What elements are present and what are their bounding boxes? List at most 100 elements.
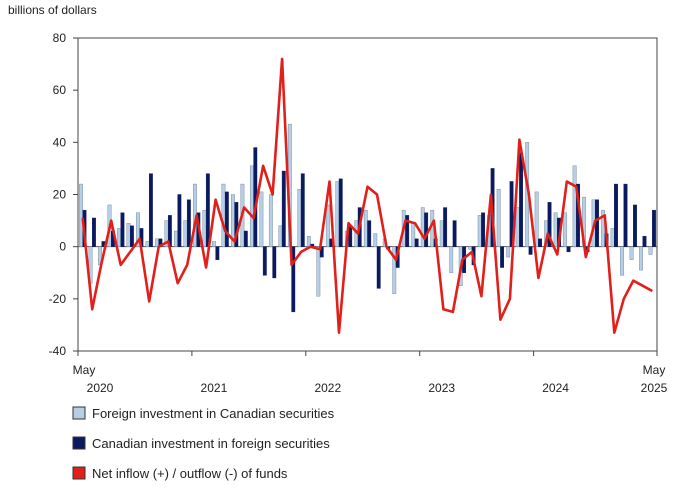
- bar-foreign-investment-in-canadian-securities: [620, 246, 624, 276]
- x-tick-label: May: [643, 363, 666, 377]
- bar-canadian-investment-in-foreign-securities: [614, 183, 618, 247]
- bar-foreign-investment-in-canadian-securities: [468, 246, 473, 250]
- x-tick-year-label: 2022: [314, 381, 341, 395]
- bar-foreign-investment-in-canadian-securities: [563, 212, 568, 247]
- legend-swatch: [72, 436, 86, 450]
- y-tick-label: 80: [53, 31, 67, 45]
- bar-foreign-investment-in-canadian-securities: [506, 246, 511, 258]
- bar-foreign-investment-in-canadian-securities: [155, 238, 159, 247]
- bar-canadian-investment-in-foreign-securities: [300, 173, 305, 247]
- bar-foreign-investment-in-canadian-securities: [648, 246, 653, 255]
- legend-label: Canadian investment in foreign securitie…: [92, 436, 330, 451]
- bar-foreign-investment-in-canadian-securities: [268, 194, 273, 247]
- bar-foreign-investment-in-canadian-securities: [212, 241, 216, 247]
- bar-foreign-investment-in-canadian-securities: [174, 230, 178, 247]
- bar-canadian-investment-in-foreign-securities: [452, 220, 457, 247]
- bar-canadian-investment-in-foreign-securities: [443, 207, 448, 247]
- y-tick-label: -20: [49, 292, 67, 306]
- bar-canadian-investment-in-foreign-securities: [338, 178, 343, 247]
- bar-canadian-investment-in-foreign-securities: [148, 173, 153, 247]
- bar-canadian-investment-in-foreign-securities: [177, 194, 182, 247]
- bar-foreign-investment-in-canadian-securities: [278, 225, 283, 247]
- bar-foreign-investment-in-canadian-securities: [420, 207, 425, 247]
- bar-canadian-investment-in-foreign-securities: [528, 246, 533, 255]
- y-tick-label: 0: [59, 240, 66, 254]
- bar-foreign-investment-in-canadian-securities: [373, 233, 378, 247]
- bar-foreign-investment-in-canadian-securities: [306, 236, 311, 247]
- y-tick-label: 60: [53, 83, 67, 97]
- bar-foreign-investment-in-canadian-securities: [126, 222, 131, 247]
- bar-foreign-investment-in-canadian-securities: [411, 222, 416, 247]
- bar-foreign-investment-in-canadian-securities: [259, 191, 264, 247]
- bar-canadian-investment-in-foreign-securities: [92, 217, 96, 247]
- bar-canadian-investment-in-foreign-securities: [215, 246, 220, 260]
- bar-foreign-investment-in-canadian-securities: [392, 246, 397, 294]
- bar-canadian-investment-in-foreign-securities: [367, 220, 372, 247]
- bar-foreign-investment-in-canadian-securities: [553, 212, 558, 247]
- bar-canadian-investment-in-foreign-securities: [642, 236, 647, 247]
- bar-canadian-investment-in-foreign-securities: [405, 215, 410, 247]
- bar-canadian-investment-in-foreign-securities: [414, 238, 419, 247]
- bar-foreign-investment-in-canadian-securities: [629, 246, 634, 260]
- bar-foreign-investment-in-canadian-securities: [639, 246, 643, 271]
- y-tick-label: -40: [49, 344, 67, 358]
- bar-foreign-investment-in-canadian-securities: [496, 189, 501, 247]
- x-tick-label: May: [73, 363, 96, 377]
- legend-label: Foreign investment in Canadian securitie…: [92, 406, 335, 421]
- x-tick-year-label: 2025: [641, 381, 668, 395]
- bar-foreign-investment-in-canadian-securities: [145, 241, 150, 247]
- bar-canadian-investment-in-foreign-securities: [424, 212, 429, 247]
- bar-foreign-investment-in-canadian-securities: [316, 246, 321, 297]
- bar-canadian-investment-in-foreign-securities: [538, 238, 542, 247]
- bar-foreign-investment-in-canadian-securities: [325, 204, 330, 247]
- bar-canadian-investment-in-foreign-securities: [623, 183, 628, 247]
- bar-foreign-investment-in-canadian-securities: [534, 191, 539, 247]
- bar-foreign-investment-in-canadian-securities: [335, 181, 340, 247]
- y-tick-label: 20: [53, 188, 67, 202]
- bar-foreign-investment-in-canadian-securities: [117, 228, 121, 247]
- line-net-inflow-outflow: [81, 57, 653, 335]
- bar-canadian-investment-in-foreign-securities: [509, 181, 514, 247]
- bar-canadian-investment-in-foreign-securities: [547, 202, 552, 247]
- legend-swatch: [72, 466, 86, 480]
- bar-foreign-investment-in-canadian-securities: [79, 183, 83, 247]
- bar-canadian-investment-in-foreign-securities: [243, 230, 248, 247]
- bar-foreign-investment-in-canadian-securities: [249, 165, 254, 247]
- x-tick-year-label: 2023: [428, 381, 455, 395]
- bar-canadian-investment-in-foreign-securities: [262, 246, 267, 276]
- bar-foreign-investment-in-canadian-securities: [363, 209, 368, 247]
- bar-canadian-investment-in-foreign-securities: [376, 246, 381, 289]
- bar-foreign-investment-in-canadian-securities: [202, 209, 207, 247]
- bar-canadian-investment-in-foreign-securities: [281, 170, 286, 247]
- bar-canadian-investment-in-foreign-securities: [500, 246, 505, 268]
- bar-canadian-investment-in-foreign-securities: [130, 225, 134, 247]
- bar-foreign-investment-in-canadian-securities: [610, 228, 615, 247]
- legend: Foreign investment in Canadian securitie…: [72, 406, 335, 481]
- bar-canadian-investment-in-foreign-securities: [224, 191, 229, 247]
- bar-canadian-investment-in-foreign-securities: [120, 212, 125, 247]
- bar-canadian-investment-in-foreign-securities: [319, 246, 324, 258]
- x-tick-year-label: 2024: [542, 381, 569, 395]
- plot-area: 80 60 40 20 0 -20 -40 May 2020 2021 2022 2023 2024 Ma…: [49, 31, 668, 395]
- y-tick-label: 40: [53, 135, 67, 149]
- plot-frame: [77, 37, 658, 352]
- bar-foreign-investment-in-canadian-securities: [449, 246, 454, 273]
- bar-foreign-investment-in-canadian-securities: [183, 220, 188, 247]
- bar-canadian-investment-in-foreign-securities: [633, 204, 637, 247]
- x-tick-year-label: 2020: [87, 381, 114, 395]
- bar-foreign-investment-in-canadian-securities: [221, 183, 226, 247]
- bar-foreign-investment-in-canadian-securities: [572, 165, 577, 247]
- bar-canadian-investment-in-foreign-securities: [272, 246, 277, 279]
- bar-canadian-investment-in-foreign-securities: [205, 173, 210, 247]
- bar-canadian-investment-in-foreign-securities: [291, 246, 296, 313]
- bar-canadian-investment-in-foreign-securities: [481, 212, 486, 247]
- legend-swatch: [72, 406, 86, 420]
- bar-foreign-investment-in-canadian-securities: [297, 189, 302, 247]
- bar-canadian-investment-in-foreign-securities: [652, 209, 656, 247]
- bar-canadian-investment-in-foreign-securities: [186, 199, 191, 247]
- bar-canadian-investment-in-foreign-securities: [519, 152, 523, 247]
- y-axis-label: billions of dollars: [8, 3, 97, 17]
- x-tick-year-label: 2021: [201, 381, 228, 395]
- bar-foreign-investment-in-canadian-securities: [515, 207, 520, 247]
